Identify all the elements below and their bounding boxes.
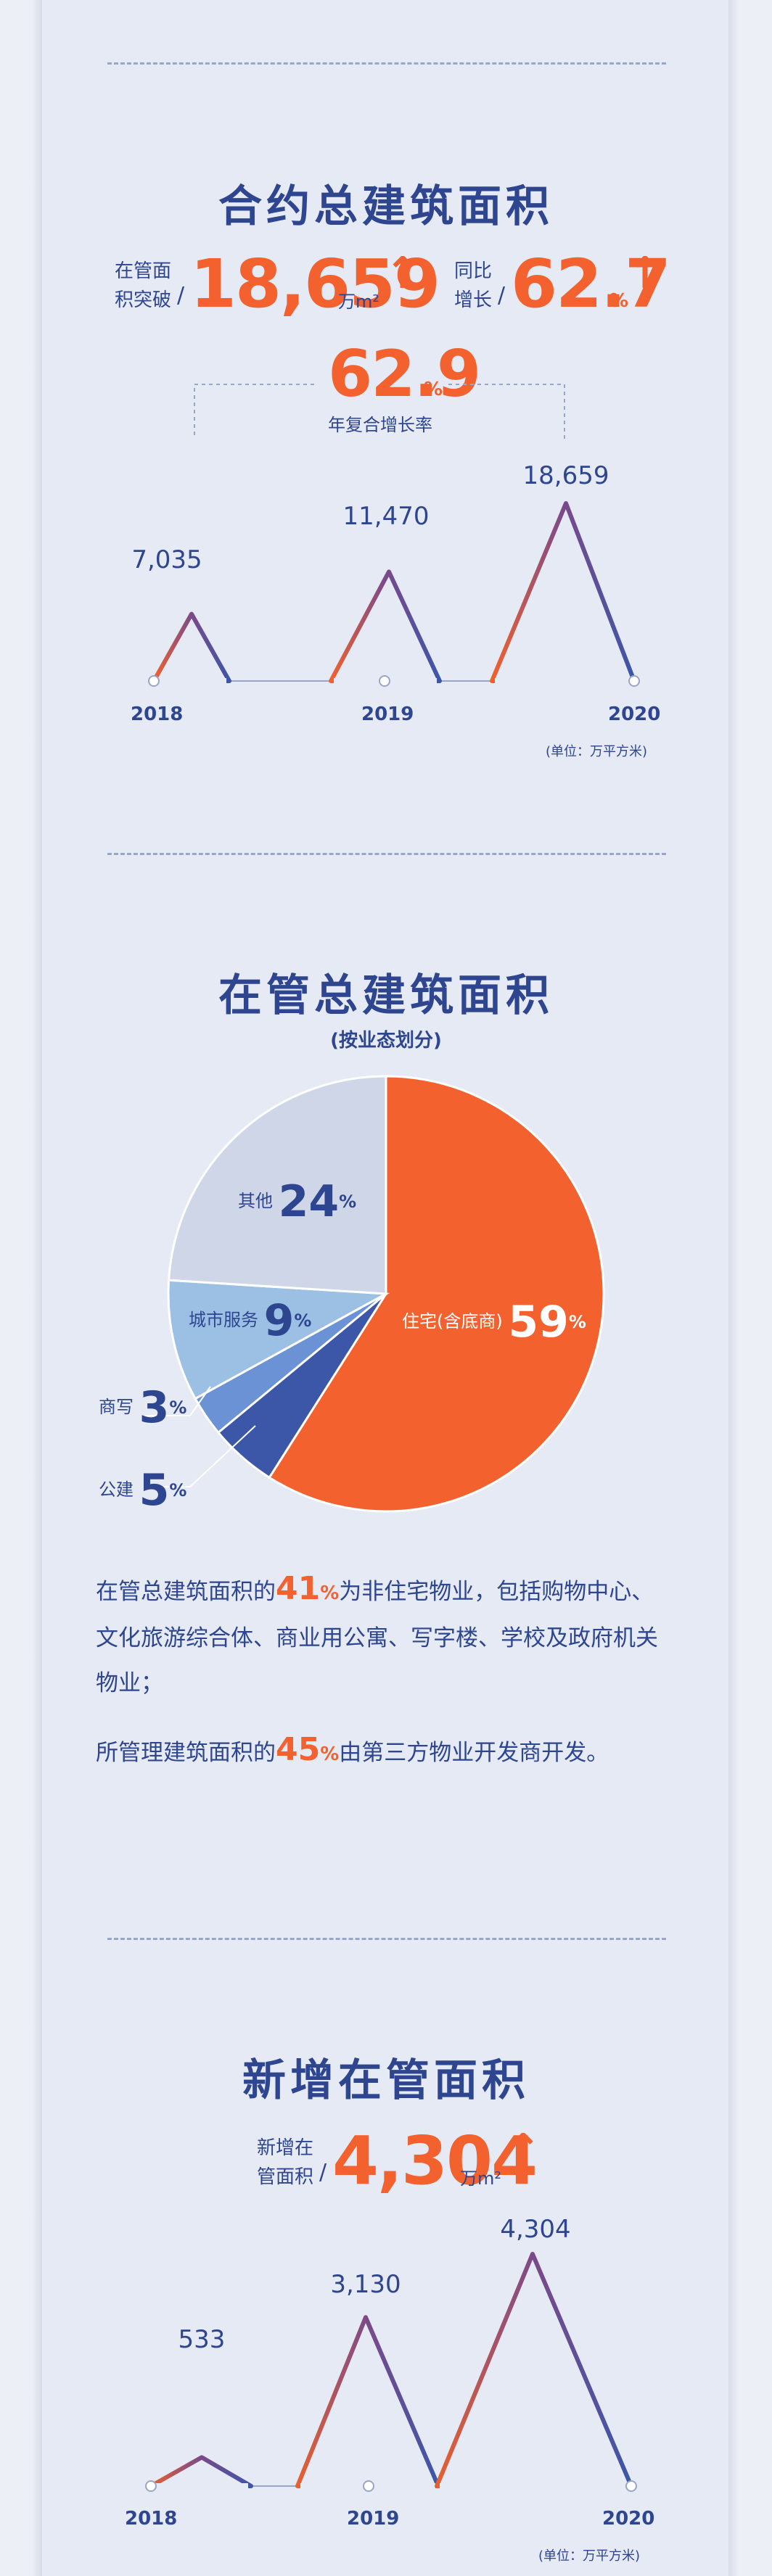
- peak-mark-2018: [149, 2455, 253, 2488]
- chart1-svg: [148, 384, 640, 687]
- chart3-value-label: 4,304: [500, 2215, 571, 2244]
- pie-chart: [145, 1075, 605, 1513]
- stat2-label: 同比 增长: [454, 260, 493, 311]
- pie-label-public: 公建 5%: [99, 1465, 187, 1516]
- divider-3: [107, 1938, 666, 1940]
- peak-mark-2019: [295, 2315, 440, 2488]
- chart1-value-label: 18,659: [522, 461, 609, 490]
- cagr-label: 年复合增长率: [328, 415, 432, 435]
- section3-title: 新增在管面积: [242, 2055, 530, 2106]
- pie-label-other: 其他 24%: [238, 1176, 357, 1227]
- pie-label-residential: 住宅(含底商) 59%: [402, 1297, 586, 1347]
- stat1-unit: 万m²: [338, 292, 379, 312]
- baseline-dot: [628, 675, 640, 687]
- stat1-label: 在管面 积突破: [115, 260, 172, 311]
- stat1-value: 18,659: [190, 245, 440, 323]
- pie-label-city-service: 城市服务 9%: [189, 1295, 312, 1346]
- baseline-dot: [379, 675, 390, 687]
- paragraph-non-residential: 在管总建筑面积的41%为非住宅物业，包括购物中心、 文化旅游综合体、商业用公寓、…: [96, 1570, 658, 1696]
- chart1-year-label: 2019: [361, 703, 414, 725]
- chart3-value-label: 533: [178, 2325, 226, 2354]
- chart3-year-label: 2019: [347, 2508, 400, 2530]
- pie-slice-3: [167, 1279, 390, 1400]
- up-arrow-icon: ↑: [385, 248, 422, 299]
- baseline-dot: [363, 2480, 374, 2492]
- cagr-bracket-left: [194, 384, 318, 435]
- peak-mark-2020: [435, 2252, 633, 2488]
- cagr-bracket-right: [448, 384, 565, 442]
- stat2-unit: %: [609, 290, 629, 312]
- up-arrow-icon: ↑: [627, 248, 664, 299]
- stat3-slash: /: [319, 2160, 327, 2185]
- stat2-value: 62.7: [511, 245, 671, 323]
- cagr-value: 62.9: [328, 337, 481, 411]
- chart3-year-label: 2018: [125, 2508, 178, 2530]
- chart3-year-label: 2020: [602, 2508, 655, 2530]
- pie-label-commercial: 商写 3%: [99, 1382, 187, 1433]
- chart3-unit-note: (单位：万平方米): [538, 2548, 641, 2564]
- divider-top: [107, 62, 666, 65]
- chart3-value-label: 3,130: [330, 2270, 401, 2299]
- chart1-unit-note: (单位：万平方米): [546, 744, 648, 759]
- chart1-year-label: 2018: [131, 703, 184, 725]
- chart1-value-label: 11,470: [342, 502, 430, 531]
- stat3-label: 新增在 管面积: [257, 2137, 314, 2188]
- section1-title: 合约总建筑面积: [218, 181, 554, 232]
- stat2-slash: /: [498, 283, 506, 308]
- up-arrow-icon: ↑: [505, 2125, 542, 2176]
- baseline-dot: [148, 675, 160, 687]
- chart1-year-label: 2020: [608, 703, 661, 725]
- chart1-value-label: 7,035: [131, 545, 202, 574]
- pie-slice-0: [268, 1075, 605, 1513]
- leader-line-shangxie: [145, 1386, 211, 1416]
- section2-title: 在管总建筑面积: [218, 970, 554, 1021]
- leader-line-gongjian: [149, 1425, 256, 1487]
- stat3-unit: 万m²: [460, 2168, 501, 2189]
- baseline-dot: [145, 2480, 157, 2492]
- section2-subtitle: (按业态划分): [330, 1030, 442, 1052]
- stat1-slash: /: [177, 283, 185, 308]
- pie-slice-4: [167, 1075, 387, 1295]
- divider-2: [107, 853, 666, 855]
- stat3-value: 4,304: [332, 2122, 538, 2200]
- paragraph-third-party: 所管理建筑面积的45%由第三方物业开发商开发。: [96, 1731, 609, 1768]
- baseline-dot: [625, 2480, 637, 2492]
- cagr-unit: %: [424, 379, 443, 400]
